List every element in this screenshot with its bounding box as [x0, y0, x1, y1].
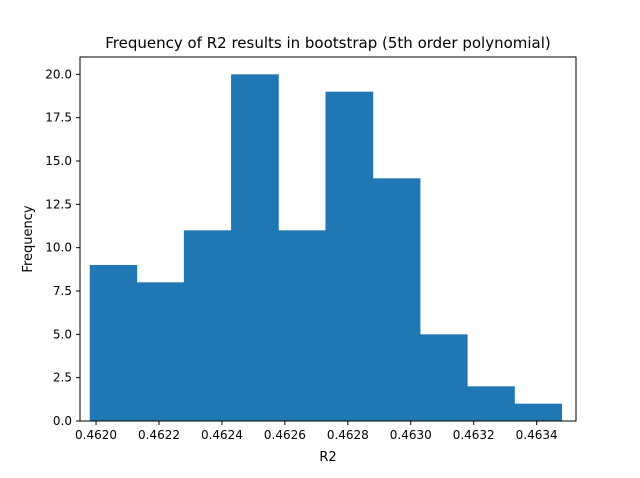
bars-group: [89, 74, 563, 422]
x-tick-label: 0.4620: [75, 428, 117, 442]
y-tick-label: 20.0: [45, 67, 72, 81]
y-tick-label: 15.0: [45, 154, 72, 168]
histogram-bar: [183, 230, 232, 421]
histogram-bar: [89, 265, 138, 421]
y-tick-label: 0.0: [53, 414, 72, 428]
x-tick-label: 0.4632: [453, 428, 495, 442]
y-tick-label: 12.5: [45, 197, 72, 211]
histogram-bar: [467, 386, 515, 421]
y-axis-ticks: 0.0 2.5 5.0 7.5 10.0 12.5 15.0 17.5 20.0: [45, 67, 80, 428]
x-tick-label: 0.4628: [327, 428, 369, 442]
x-axis-ticks: 0.4620 0.4622 0.4624 0.4626 0.4628 0.4630 0.46…: [75, 421, 558, 442]
x-tick-label: 0.4624: [201, 428, 243, 442]
plot-frame: [79, 56, 577, 422]
histogram-bar: [514, 403, 563, 421]
x-axis-label: R2: [319, 450, 336, 465]
y-tick-label: 7.5: [53, 284, 72, 298]
histogram-bar: [325, 91, 374, 422]
x-tick-label: 0.4634: [516, 428, 558, 442]
y-tick-label: 5.0: [53, 327, 72, 341]
histogram-bar: [136, 282, 185, 421]
histogram-bar: [278, 230, 326, 421]
y-tick-label: 10.0: [45, 241, 72, 255]
histogram-bar: [419, 334, 468, 421]
x-tick-label: 0.4630: [390, 428, 432, 442]
x-tick-label: 0.4626: [264, 428, 306, 442]
chart-title: Frequency of R2 results in bootstrap (5t…: [105, 34, 551, 52]
histogram-bar: [231, 74, 279, 421]
x-tick-label: 0.4622: [138, 428, 180, 442]
y-axis-label: Frequency: [21, 205, 36, 272]
histogram-bar: [372, 178, 421, 421]
y-tick-label: 2.5: [53, 371, 72, 385]
y-tick-label: 17.5: [45, 111, 72, 125]
